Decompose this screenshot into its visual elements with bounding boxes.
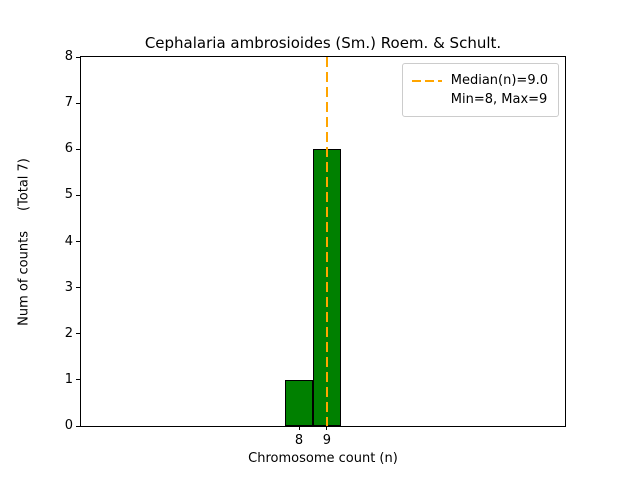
y-tick-mark [76, 102, 80, 104]
y-tick-label: 8 [64, 49, 73, 64]
legend: Median(n)=9.0 Min=8, Max=9 [401, 63, 559, 117]
y-tick-label: 1 [64, 371, 73, 387]
legend-entry-minmax: Min=8, Max=9 [412, 90, 548, 109]
y-tick-label: 0 [64, 418, 73, 433]
legend-entry-median: Median(n)=9.0 [411, 71, 548, 90]
y-axis-label: Num of counts (Total 7) [17, 158, 32, 326]
y-tick-label: 5 [64, 187, 73, 203]
plot-area: Median(n)=9.0 Min=8, Max=9 0 1 2 3 4 5 6 7 8 8 9 [65, 49, 566, 448]
y-tick-mark [76, 425, 80, 427]
x-tick-mark [326, 426, 328, 430]
x-tick-label: 9 [322, 433, 332, 448]
y-tick-mark [76, 379, 80, 381]
y-axis-label-total: (Total 7) [16, 158, 32, 212]
median-dashed-line-sample [411, 79, 442, 82]
legend-blank-sample [412, 99, 442, 101]
median-line [325, 57, 328, 426]
y-tick-label: 6 [64, 141, 73, 157]
y-axis-label-text: Num of counts [16, 231, 32, 326]
y-tick-label: 7 [64, 95, 73, 111]
histogram-bar [285, 379, 313, 426]
y-tick-mark [76, 56, 80, 58]
x-tick-label: 8 [294, 433, 304, 448]
y-tick-mark [76, 287, 80, 289]
y-tick-label: 2 [64, 325, 73, 341]
y-tick-label: 4 [64, 233, 73, 249]
y-tick-mark [76, 333, 80, 335]
y-tick-label: 3 [64, 279, 73, 295]
chart-title: Cephalaria ambrosioides (Sm.) Roem. & Sc… [144, 34, 502, 52]
y-tick-mark [76, 241, 80, 242]
x-tick-mark [298, 426, 300, 430]
y-tick-mark [76, 194, 80, 196]
y-tick-mark [76, 148, 80, 150]
x-axis-label: Chromosome count (n) [248, 451, 398, 466]
legend-label-median: Median(n)=9.0 [450, 73, 548, 88]
legend-label-minmax: Min=8, Max=9 [450, 92, 548, 107]
